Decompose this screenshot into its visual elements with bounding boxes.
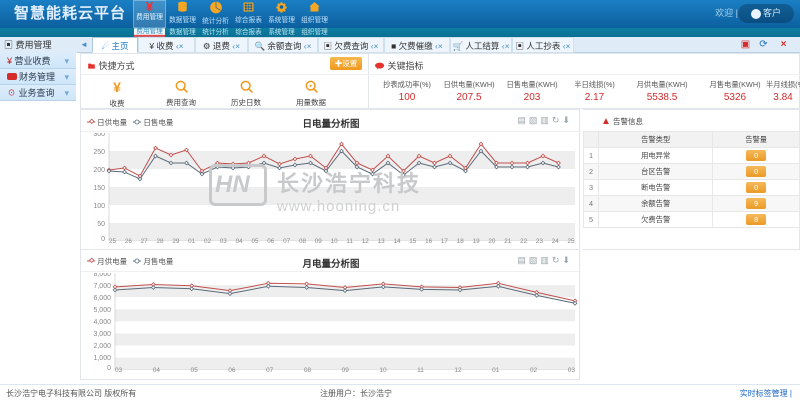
svg-text:5,000: 5,000 bbox=[93, 307, 111, 314]
svg-text:300: 300 bbox=[93, 133, 105, 138]
svg-text:7,000: 7,000 bbox=[93, 283, 111, 290]
svg-text:200: 200 bbox=[93, 167, 105, 174]
svg-text:250: 250 bbox=[93, 149, 105, 156]
svg-text:50: 50 bbox=[97, 221, 105, 228]
svg-text:2,000: 2,000 bbox=[93, 343, 111, 350]
svg-text:100: 100 bbox=[93, 203, 105, 210]
svg-text:8,000: 8,000 bbox=[93, 273, 111, 278]
svg-text:150: 150 bbox=[93, 185, 105, 192]
svg-text:3,000: 3,000 bbox=[93, 331, 111, 338]
svg-text:4,000: 4,000 bbox=[93, 319, 111, 326]
svg-text:0: 0 bbox=[101, 236, 105, 241]
svg-text:1,000: 1,000 bbox=[93, 355, 111, 362]
svg-text:6,000: 6,000 bbox=[93, 295, 111, 302]
svg-text:0: 0 bbox=[107, 365, 111, 370]
